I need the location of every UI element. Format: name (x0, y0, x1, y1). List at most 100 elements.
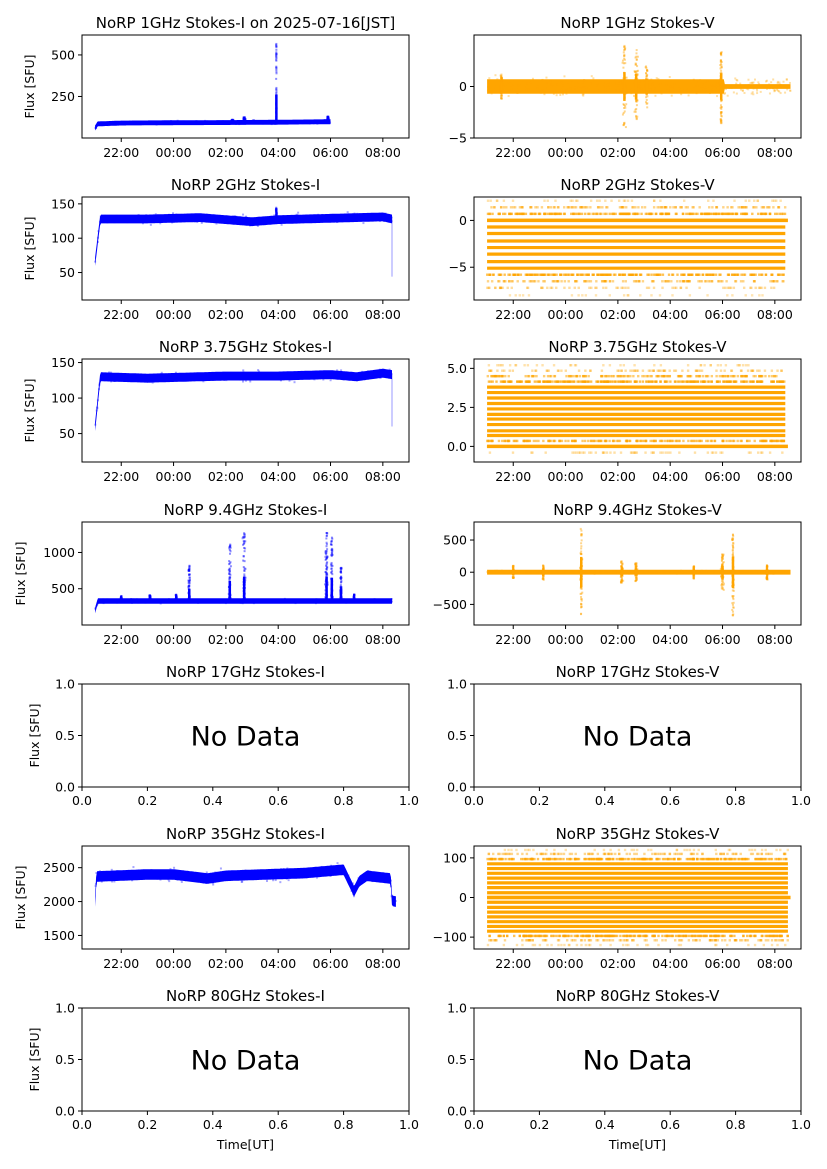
data-point (516, 280, 519, 283)
data-point (314, 370, 317, 373)
data-burst-point (324, 552, 327, 555)
data-point (661, 369, 665, 372)
data-point (217, 598, 220, 601)
data-point (499, 286, 503, 290)
data-burst-point (148, 596, 151, 599)
data-point (178, 121, 181, 124)
data-point (503, 79, 506, 82)
data-point (536, 87, 539, 90)
data-point (604, 82, 607, 85)
data-point (527, 273, 530, 276)
data-burst-point (636, 65, 639, 68)
data-point (362, 373, 365, 376)
data-point (510, 88, 513, 91)
data-point (704, 273, 708, 276)
data-point (547, 206, 550, 209)
data-point (223, 378, 226, 381)
data-point (778, 84, 781, 87)
data-burst-point (231, 119, 234, 122)
data-point (559, 93, 562, 96)
data-point (599, 273, 603, 276)
data-point (549, 439, 552, 443)
data-point (620, 206, 624, 209)
data-point (153, 121, 156, 124)
data-point (150, 598, 153, 601)
data-point (240, 601, 243, 604)
data-point (501, 79, 504, 82)
data-point (510, 88, 513, 91)
data-point (137, 601, 140, 604)
data-point (320, 373, 323, 376)
data-burst-point (275, 213, 278, 216)
data-point (711, 212, 714, 216)
data-burst-point (243, 569, 246, 572)
data-point (245, 375, 248, 378)
data-point (231, 220, 234, 223)
data-point (710, 439, 713, 443)
data-point (537, 212, 541, 216)
data-burst-point (243, 117, 246, 120)
data-burst-point (635, 100, 638, 103)
data-point (546, 212, 550, 216)
data-point (353, 374, 356, 377)
data-point (233, 601, 236, 604)
data-point (687, 374, 690, 378)
data-point (660, 206, 664, 209)
data-point (145, 215, 148, 218)
data-point (752, 87, 755, 90)
data-burst-point (500, 79, 503, 82)
data-point (250, 377, 253, 380)
data-point (245, 216, 248, 219)
data-burst-point (275, 45, 278, 48)
data-burst-point (228, 576, 231, 579)
data-point (371, 374, 374, 377)
data-burst-point (243, 116, 246, 119)
data-point (518, 380, 521, 383)
data-point (646, 273, 649, 276)
data-point (503, 369, 506, 372)
data-burst-point (275, 66, 278, 69)
data-burst-point (275, 48, 278, 51)
data-point (686, 280, 689, 283)
data-point (296, 600, 299, 603)
data-point (729, 439, 733, 443)
data-point (218, 121, 221, 124)
data-point (741, 206, 744, 209)
data-burst-point (228, 567, 231, 570)
data-point (553, 84, 556, 87)
data-point (661, 286, 664, 290)
data-point (184, 122, 187, 125)
data-point (309, 599, 312, 602)
data-point (632, 374, 635, 378)
data-point (268, 219, 271, 222)
data-point (177, 122, 180, 125)
data-burst-point (188, 568, 191, 571)
data-point (355, 600, 358, 603)
data-burst-point (500, 97, 503, 100)
data-point (508, 273, 512, 276)
data-point (165, 599, 168, 602)
data-point (539, 91, 542, 94)
data-point (154, 598, 157, 601)
data-point (342, 598, 345, 601)
data-point (550, 273, 553, 276)
data-point (314, 121, 317, 124)
xtick-label: 04:00 (260, 145, 296, 160)
data-point (508, 294, 512, 297)
data-point (583, 280, 586, 283)
data-point (163, 121, 166, 124)
data-burst-point (330, 540, 333, 543)
data-point (698, 273, 701, 276)
data-point (583, 280, 586, 283)
data-point (302, 375, 305, 378)
data-point (212, 375, 215, 378)
data-point (308, 599, 311, 602)
data-point (168, 599, 171, 602)
data-point (735, 380, 738, 383)
data-point (311, 220, 314, 223)
data-point (589, 199, 593, 202)
data-point (144, 379, 147, 382)
data-point (761, 85, 764, 88)
data-point (390, 600, 393, 603)
